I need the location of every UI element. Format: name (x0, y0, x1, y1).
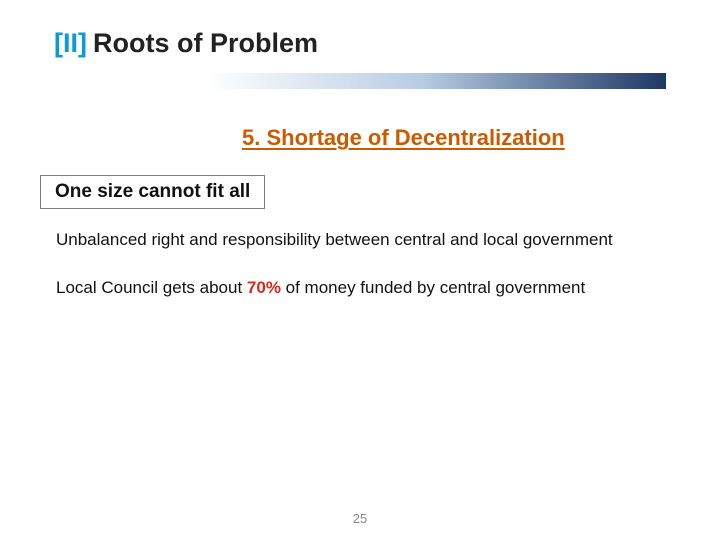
paragraph-2: Local Council gets about 70% of money fu… (56, 277, 616, 299)
section-number: [II] (54, 28, 87, 59)
title-text: Roots of Problem (93, 28, 318, 59)
slide-container: [II] Roots of Problem 5. Shortage of Dec… (0, 0, 720, 540)
divider-gradient (54, 73, 666, 89)
subheading: 5. Shortage of Decentralization (242, 125, 666, 151)
paragraph-2-pre: Local Council gets about (56, 278, 247, 297)
page-number: 25 (353, 511, 367, 526)
paragraph-2-emphasis: 70% (247, 278, 281, 297)
paragraph-1: Unbalanced right and responsibility betw… (56, 229, 616, 251)
callout-box: One size cannot fit all (40, 175, 265, 209)
paragraph-2-post: of money funded by central government (281, 278, 585, 297)
slide-title: [II] Roots of Problem (54, 28, 666, 59)
